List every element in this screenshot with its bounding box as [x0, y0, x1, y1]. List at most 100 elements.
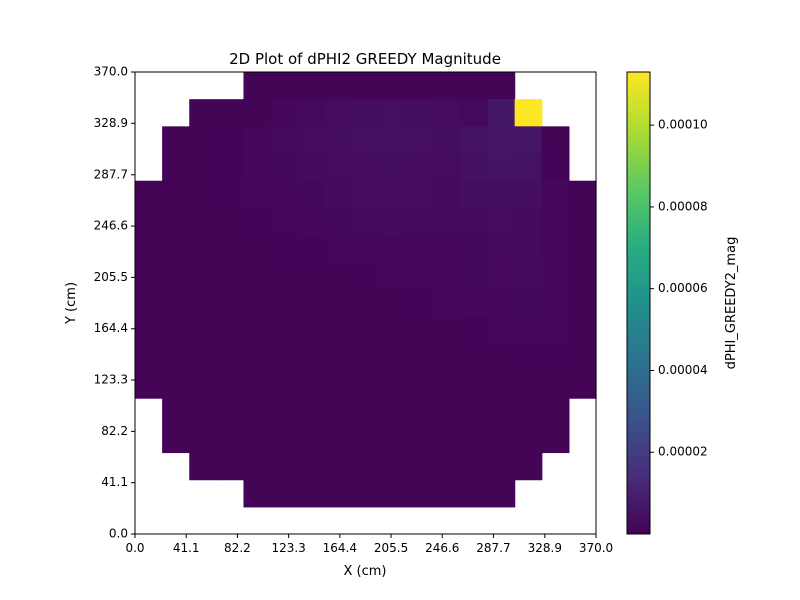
heatmap-cell	[216, 425, 245, 454]
colorbar	[626, 71, 651, 535]
heatmap-cell	[514, 180, 543, 209]
heatmap-cell	[297, 425, 326, 454]
heatmap-cell	[568, 235, 597, 263]
heatmap-cell	[351, 262, 380, 291]
heatmap-cell	[135, 289, 163, 318]
heatmap-cell	[460, 452, 489, 481]
heatmap-cell	[216, 126, 245, 155]
heatmap-cell	[568, 370, 597, 399]
heatmap-cell	[216, 207, 245, 236]
heatmap-cell	[162, 316, 190, 345]
heatmap-cell	[514, 398, 543, 426]
heatmap-cell	[135, 180, 163, 209]
heatmap-cell	[568, 316, 597, 345]
heatmap-cell	[324, 262, 353, 291]
heatmap-cell	[162, 126, 190, 155]
heatmap-cell	[351, 99, 380, 127]
heatmap-cell	[514, 153, 543, 182]
heatmap-cell	[460, 398, 489, 426]
heatmap-cell	[351, 289, 380, 318]
y-tick-label: 164.4	[94, 321, 128, 335]
heatmap-cell	[433, 207, 462, 236]
heatmap-cell	[433, 479, 462, 508]
heatmap-cell	[324, 153, 353, 182]
heatmap-cell	[460, 235, 489, 263]
heatmap-cell	[189, 316, 217, 345]
heatmap-cell	[514, 126, 543, 155]
heatmap-cell	[433, 289, 462, 318]
x-tick-label: 328.9	[528, 541, 562, 555]
heatmap-cell	[433, 72, 462, 100]
heatmap-cell	[162, 262, 190, 291]
heatmap-cell	[243, 153, 272, 182]
heatmap-cell	[297, 180, 326, 209]
heatmap-cell	[514, 452, 543, 481]
heatmap-cell	[351, 425, 380, 454]
heatmap-cell	[243, 99, 272, 127]
heatmap-cell	[270, 235, 299, 263]
x-tick-label: 287.7	[476, 541, 510, 555]
heatmap-cell	[541, 289, 570, 318]
heatmap-cell	[487, 343, 516, 372]
heatmap-cell	[379, 72, 407, 100]
heatmap-cell	[487, 425, 516, 454]
heatmap-cell	[189, 370, 217, 399]
heatmap-cell	[324, 316, 353, 345]
x-tick-label: 246.6	[425, 541, 459, 555]
heatmap-cell	[460, 180, 489, 209]
heatmap-cell	[568, 289, 597, 318]
heatmap-cell	[216, 235, 245, 263]
heatmap-cell	[270, 289, 299, 318]
heatmap-cell	[379, 289, 407, 318]
heatmap-cell	[189, 289, 217, 318]
plot-frame	[134, 71, 597, 535]
heatmap-cell	[270, 99, 299, 127]
heatmap-cell	[216, 370, 245, 399]
heatmap-cell	[514, 289, 543, 318]
heatmap-cell	[270, 452, 299, 481]
heatmap-cell	[297, 398, 326, 426]
heatmap-cell	[162, 235, 190, 263]
heatmap-cell	[487, 479, 516, 508]
y-tick-label: 328.9	[94, 116, 128, 130]
heatmap-cell	[216, 153, 245, 182]
heatmap-cell	[324, 343, 353, 372]
heatmap-cell	[460, 289, 489, 318]
heatmap-cell	[270, 425, 299, 454]
heatmap-cell	[406, 99, 434, 127]
heatmap-cell	[406, 370, 434, 399]
heatmap-cell	[514, 262, 543, 291]
heatmap-cell	[487, 180, 516, 209]
heatmap-cell	[406, 289, 434, 318]
x-tick-label: 164.4	[323, 541, 357, 555]
heatmap-cell	[297, 126, 326, 155]
heatmap-cell	[379, 398, 407, 426]
heatmap-cell	[297, 452, 326, 481]
heatmap-cell	[433, 343, 462, 372]
heatmap-cell	[135, 316, 163, 345]
heatmap-cell	[487, 99, 516, 127]
heatmap-cell	[243, 235, 272, 263]
heatmap-cell	[351, 72, 380, 100]
heatmap-cell	[460, 370, 489, 399]
heatmap-cell	[487, 452, 516, 481]
heatmap-cell	[487, 72, 516, 100]
heatmap-cell	[324, 289, 353, 318]
y-tick-label: 287.7	[94, 167, 128, 181]
heatmap-cell	[324, 452, 353, 481]
colorbar-ticks: 0.00002 0.00004 0.00006 0.00008 0.00010	[650, 118, 708, 459]
heatmap-cell	[460, 126, 489, 155]
heatmap-cell	[243, 180, 272, 209]
heatmap-cell	[216, 180, 245, 209]
y-axis-title: Y (cm)	[64, 282, 79, 325]
heatmap-cell	[351, 180, 380, 209]
heatmap-cell	[433, 452, 462, 481]
heatmap-cell	[406, 72, 434, 100]
heatmap-cell	[189, 99, 217, 127]
heatmap-cell	[351, 316, 380, 345]
colorbar-tick-label: 0.00008	[658, 199, 708, 213]
heatmap-cell	[270, 207, 299, 236]
heatmap-cell	[135, 370, 163, 399]
heatmap-cell	[406, 207, 434, 236]
